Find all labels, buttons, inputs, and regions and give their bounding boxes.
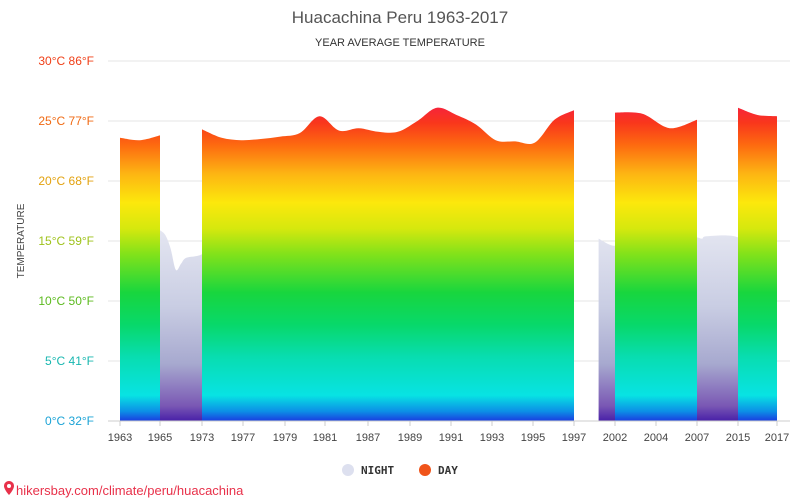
y-axis-label: TEMPERATURE [16,203,27,278]
day-series [120,107,777,422]
day-area [120,135,160,421]
y-axis-ticks: 0°C 32°F 5°C 41°F 10°C 50°F 15°C 59°F 20°C 6… [38,54,94,428]
x-tick-label: 1991 [439,432,463,444]
x-tick-label: 1973 [190,432,214,444]
x-tick-label: 2017 [765,432,789,444]
x-tick-label: 1987 [356,432,380,444]
chart-subtitle: YEAR AVERAGE TEMPERATURE [315,37,485,49]
x-tick-label: 1963 [108,432,132,444]
legend-marker-night[interactable] [342,464,354,476]
legend-label-night[interactable]: NIGHT [361,464,394,477]
x-tick-label: 2004 [644,432,668,444]
x-tick-label: 2007 [685,432,709,444]
y-tick-label: 20°C 68°F [38,174,94,188]
x-tick-label: 1995 [521,432,545,444]
day-area [738,107,777,422]
legend[interactable]: NIGHT DAY [342,464,458,477]
x-tick-label: 2002 [603,432,627,444]
y-tick-label: 0°C 32°F [45,414,94,428]
legend-label-day[interactable]: DAY [438,464,458,477]
x-axis: 1963 1965 1973 1977 1979 1981 1987 1989 1991 1993… [108,420,790,444]
x-tick-label: 1979 [273,432,297,444]
x-tick-label: 1981 [313,432,337,444]
x-tick-label: 1989 [398,432,422,444]
y-tick-label: 25°C 77°F [38,114,94,128]
day-area [202,107,574,421]
y-tick-label: 15°C 59°F [38,234,94,248]
chart-title: Huacachina Peru 1963-2017 [292,8,508,27]
x-tick-label: 1993 [480,432,504,444]
x-tick-label: 1965 [148,432,172,444]
x-tick-label: 2015 [726,432,750,444]
x-tick-label: 1977 [231,432,255,444]
y-tick-label: 10°C 50°F [38,294,94,308]
x-tick-label: 1997 [562,432,586,444]
y-tick-label: 5°C 41°F [45,354,94,368]
day-area [615,112,697,421]
site-credit[interactable]: hikersbay.com/climate/peru/huacachina [4,481,243,498]
y-tick-label: 30°C 86°F [38,54,94,68]
map-pin-icon [4,481,14,495]
legend-marker-day[interactable] [419,464,431,476]
credit-link[interactable]: hikersbay.com/climate/peru/huacachina [16,483,244,498]
